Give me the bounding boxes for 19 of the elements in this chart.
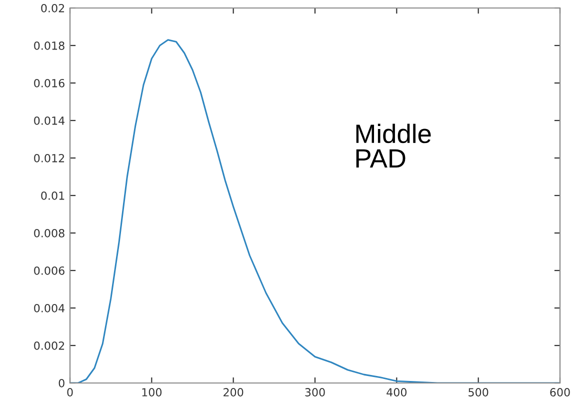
y-tick-label: 0.014 [34,116,65,125]
y-tick-label: 0.008 [34,228,64,238]
y-tick-label: 0 [58,378,64,388]
y-tick-label: 0.016 [34,78,64,88]
y-tick-label: 0.004 [34,304,65,312]
y-tick-label: 0.018 [34,41,64,50]
x-tick-label: 300 [305,388,325,396]
x-tick-label: 200 [224,388,244,396]
x-tick-label: 0 [67,388,73,396]
x-tick-label: 100 [142,388,162,396]
x-tick-label: 500 [468,388,488,396]
y-tick-label: 0.006 [34,266,64,275]
x-tick-label: 600 [550,388,570,396]
y-tick-label: 0.02 [41,4,64,12]
y-tick-label: 0.01 [41,191,64,200]
annotation: Middle PAD [356,124,431,168]
x-tick-label: 400 [386,388,407,396]
y-tick-label: 0.012 [34,154,64,162]
y-tick-label: 0.002 [34,341,64,350]
